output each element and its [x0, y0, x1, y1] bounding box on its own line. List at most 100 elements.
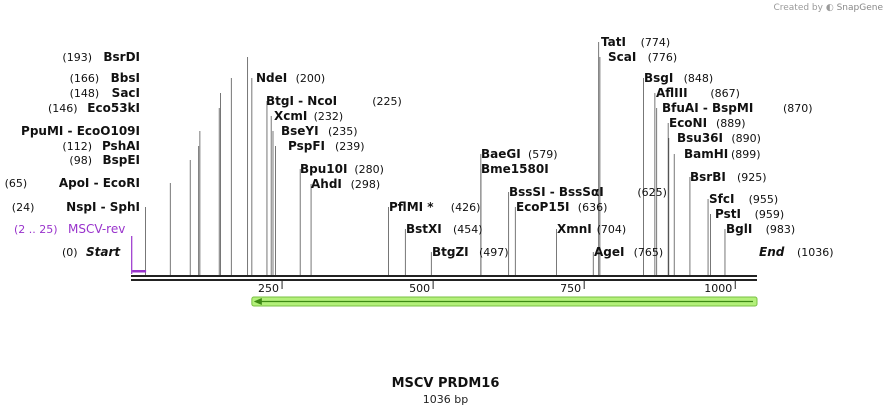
primer-name: MSCV-rev [68, 222, 125, 236]
site-position: (426) [451, 201, 481, 214]
restriction-site-label: PpuMI - EcoO109I(114) [21, 124, 140, 138]
site-enzyme-names: BfuAI - BspMI [662, 101, 753, 115]
sequence-length: 1036 bp [422, 393, 469, 406]
site-position: (166) [70, 72, 100, 85]
site-position: (867) [710, 87, 740, 100]
restriction-site-label: BseYI (235) [281, 124, 358, 138]
primer-mscv-rev: (2 .. 25) MSCV-rev [14, 222, 147, 274]
end-position: (1036) [797, 246, 834, 259]
site-position: (625) [637, 186, 667, 199]
site-position: (870) [783, 102, 813, 115]
site-position: (776) [648, 51, 678, 64]
site-position: (774) [641, 36, 671, 49]
restriction-site-label: BamHI (899) [684, 147, 761, 161]
site-position: (280) [354, 163, 384, 176]
site-enzyme-names: ApoI - EcoRI [59, 176, 140, 190]
axis-tick-label: 750 [560, 282, 581, 295]
restriction-site-label: PstI (959) [715, 207, 784, 221]
restriction-site-label: PspFI (239) [288, 139, 365, 153]
restriction-site-label: NspI - SphI (24) [12, 200, 140, 214]
site-position: (959) [755, 208, 785, 221]
site-enzyme-names: BtgZI [432, 245, 469, 259]
restriction-site-label: BglI (983) [726, 222, 795, 236]
site-enzyme-names: SacI [112, 86, 140, 100]
restriction-site-label: BtgI - NcoI (225) [266, 94, 402, 108]
start-label: (0) Start [62, 245, 121, 259]
site-position: (704) [597, 223, 627, 236]
branding-prefix: Created by [773, 3, 823, 13]
restriction-site-label: BaeGI (579) [481, 147, 558, 161]
restriction-site-label: TatI (774) [601, 35, 670, 49]
restriction-site-label: SacI (148) [70, 86, 140, 100]
site-enzyme-names: PstI [715, 207, 741, 221]
site-enzyme-names: BaeGI [481, 147, 521, 161]
site-enzyme-names: ScaI [608, 50, 636, 64]
site-enzyme-names: BsrDI [103, 50, 140, 64]
site-enzyme-names: NspI - SphI [66, 200, 140, 214]
restriction-site-label: BsgI (848) [644, 71, 713, 85]
site-enzyme-names: BamHI [684, 147, 728, 161]
restriction-site-label: BfuAI - BspMI (870) [662, 101, 813, 115]
restriction-site-label: BsrBI (925) [690, 170, 767, 184]
site-position: (298) [351, 178, 381, 191]
site-position: (454) [453, 223, 483, 236]
restriction-site-label: Bme1580I [481, 162, 549, 176]
start-name: Start [86, 245, 121, 259]
restriction-site-label: PshAI (112) [62, 139, 140, 153]
site-enzyme-names: PspFI [288, 139, 325, 153]
site-enzyme-names: PpuMI - EcoO109I [21, 124, 140, 138]
restriction-site-label: AhdI (298) [311, 177, 380, 191]
site-position: (112) [62, 140, 92, 153]
site-position: (232) [314, 110, 344, 123]
site-position: (148) [70, 87, 100, 100]
site-position: (983) [766, 223, 796, 236]
site-enzyme-names: BseYI [281, 124, 319, 138]
site-enzyme-names: BsrBI [690, 170, 726, 184]
restriction-site-label: BbsI (166) [70, 71, 140, 85]
restriction-site-label: NdeI (200) [256, 71, 325, 85]
site-enzyme-names: PflMI * [389, 200, 434, 214]
feature-arrow-head [253, 298, 262, 305]
site-enzyme-names: AhdI [311, 177, 342, 191]
restriction-site-label: XcmI (232) [274, 109, 343, 123]
site-enzyme-names: Bme1580I [481, 162, 549, 176]
site-enzyme-names: XcmI [274, 109, 307, 123]
restriction-site-label: SfcI (955) [709, 192, 778, 206]
site-enzyme-names: BtgI - NcoI [266, 94, 337, 108]
restriction-site-label: BspEI (98) [69, 153, 140, 167]
branding-name: SnapGene [836, 3, 883, 13]
feature-arrow [251, 296, 758, 307]
site-enzyme-names: Bsu36I [677, 131, 723, 145]
site-position: (193) [62, 51, 92, 64]
restriction-site-label: PflMI * (426) [389, 200, 480, 214]
restriction-site-label: AflIII (867) [656, 86, 740, 100]
restriction-site-label: BstXI (454) [406, 222, 483, 236]
sequence-map: NspI - SphI (24) ApoI - EcoRI (65) BspEI (98)… [5, 35, 834, 307]
restriction-site-label: ScaI (776) [608, 50, 677, 64]
site-enzyme-names: NdeI [256, 71, 287, 85]
site-enzyme-names: EcoNI [669, 116, 707, 130]
snapgene-branding: Created by ◐ SnapGene [773, 3, 883, 13]
axis-tick-label: 500 [409, 282, 430, 295]
site-enzyme-names: Eco53kI [87, 101, 140, 115]
site-position: (65) [5, 177, 28, 190]
site-position: (24) [12, 201, 35, 214]
primer-bar [132, 270, 147, 273]
site-position: (955) [749, 193, 779, 206]
restriction-site-label: Bpu10I (280) [300, 162, 384, 176]
site-position: (848) [684, 72, 714, 85]
end-name: End [759, 245, 785, 259]
site-position: (146) [48, 102, 78, 115]
site-position: (889) [716, 117, 746, 130]
site-enzyme-names: SfcI [709, 192, 734, 206]
start-position: (0) [62, 246, 78, 259]
restriction-site-label: BtgZI (497) [432, 245, 509, 259]
site-position: (899) [731, 148, 761, 161]
restriction-site-label: XmnI (704) [557, 222, 626, 236]
site-position: (636) [578, 201, 608, 214]
site-position: (925) [737, 171, 767, 184]
site-enzyme-names: BglI [726, 222, 752, 236]
site-position: (235) [328, 125, 358, 138]
site-position: (239) [335, 140, 365, 153]
site-enzyme-names: PshAI [102, 139, 140, 153]
